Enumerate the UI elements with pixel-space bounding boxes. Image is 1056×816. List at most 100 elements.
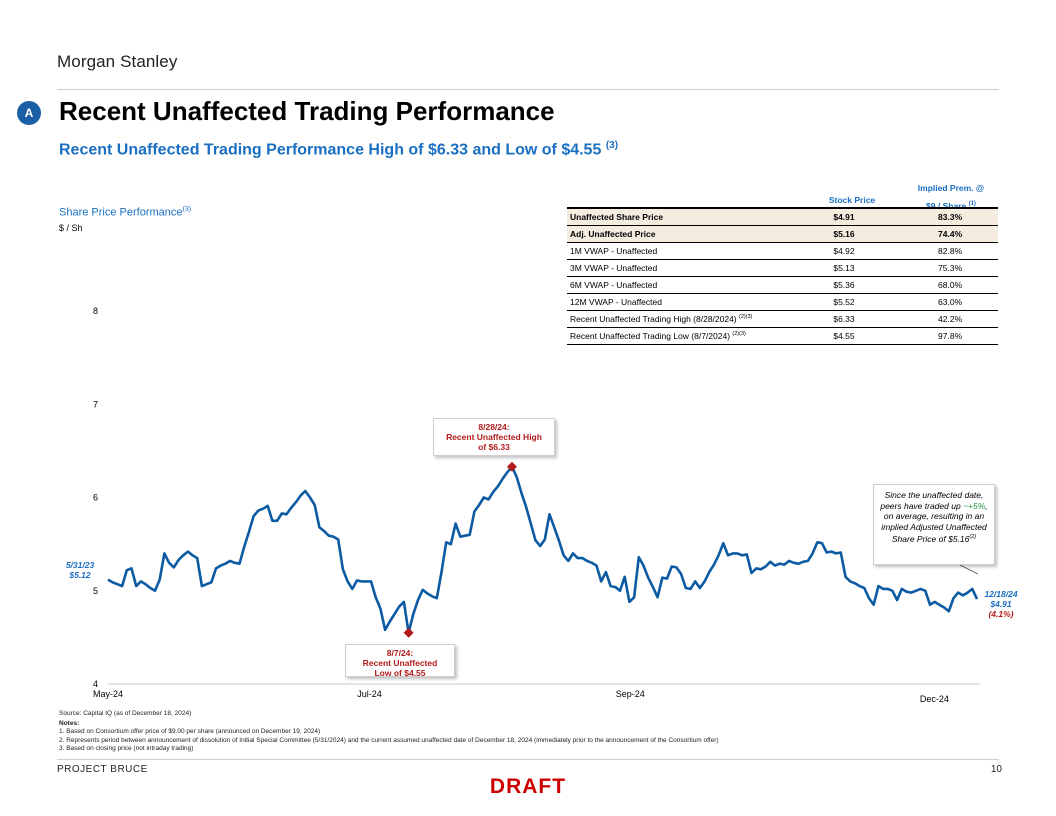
notes-block: Notes: 1. Based on Consortium offer pric… xyxy=(59,720,719,754)
row-premium: 75.3% xyxy=(902,259,998,277)
end-date: 12/18/24 xyxy=(984,589,1018,599)
row-label: Adj. Unaffected Price xyxy=(567,225,827,243)
share-price-line xyxy=(107,465,979,635)
subtitle-text: Recent Unaffected Trading Performance Hi… xyxy=(59,141,602,159)
project-name: PROJECT BRUCE xyxy=(57,764,148,775)
row-price: $6.33 xyxy=(826,310,903,328)
high-callout-date: 8/28/24: xyxy=(478,422,510,432)
y-tick-label: 5 xyxy=(93,586,98,596)
row-label: 1M VWAP - Unaffected xyxy=(567,242,827,260)
col-header-stock-price: Stock Price xyxy=(828,195,876,205)
start-price: $5.12 xyxy=(69,570,91,580)
row-label: Recent Unaffected Trading High (8/28/202… xyxy=(567,310,827,328)
x-axis-ticks: May-24 Jul-24 Sep-24 Dec-24 xyxy=(93,689,949,704)
table-row: 12M VWAP - Unaffected $5.52 63.0% xyxy=(567,293,998,311)
row-price: $5.13 xyxy=(826,259,903,277)
draft-watermark: DRAFT xyxy=(489,775,567,798)
note-2: 2. Represents period between announcemen… xyxy=(59,736,719,744)
row-premium: 63.0% xyxy=(902,293,998,311)
col-header-prem-line1: Implied Prem. @ xyxy=(917,183,985,193)
start-price-label: 5/31/23 $5.12 xyxy=(60,560,100,580)
end-price-change: (4.1%) xyxy=(988,609,1014,619)
row-price: $5.36 xyxy=(826,276,903,294)
y-tick-label: 7 xyxy=(93,399,98,409)
row-premium: 82.8% xyxy=(902,242,998,260)
high-callout-label: Recent Unaffected High xyxy=(446,432,542,442)
x-tick-label: Jul-24 xyxy=(357,689,382,699)
header-divider xyxy=(57,89,999,90)
page-number: 10 xyxy=(990,764,1002,775)
row-footnote-ref: (2)(3) xyxy=(732,331,746,338)
row-label: 12M VWAP - Unaffected xyxy=(567,293,827,311)
footer-divider xyxy=(57,759,999,760)
col-header-prem-share: $9 / Share xyxy=(926,200,967,211)
x-tick-label: Sep-24 xyxy=(616,689,645,699)
source-note: Source: Capital IQ (as of December 18, 2… xyxy=(59,710,192,717)
valuation-table: Unaffected Share Price $4.91 83.3% Adj. Un… xyxy=(567,207,998,345)
low-price-callout: 8/7/24: Recent Unaffected Low of $4.55 xyxy=(345,644,455,678)
low-callout-value: Low of $4.55 xyxy=(374,668,426,678)
col-header-prem-line2: $9 / Share (1) xyxy=(900,196,1002,214)
high-price-callout: 8/28/24: Recent Unaffected High of $6.33 xyxy=(433,418,555,456)
price-extreme-marker xyxy=(403,627,414,638)
page-title: Recent Unaffected Trading Performance xyxy=(59,96,555,126)
row-label: Unaffected Share Price xyxy=(567,207,827,226)
y-axis-units: $ / Sh xyxy=(59,223,83,233)
low-callout-label: Recent Unaffected xyxy=(362,658,438,668)
table-row: Recent Unaffected Trading Low (8/7/2024)… xyxy=(567,327,998,345)
chart-title-text: Share Price Performance xyxy=(59,206,183,219)
x-tick-label: Dec-24 xyxy=(920,694,949,704)
y-axis-ticks: 4 5 6 7 8 xyxy=(93,306,98,689)
peer-performance-note: Since the unaffected date, peers have tr… xyxy=(873,484,995,565)
row-price: $4.91 xyxy=(826,207,903,226)
row-premium: 83.3% xyxy=(902,207,998,226)
table-row: 3M VWAP - Unaffected $5.13 75.3% xyxy=(567,259,998,277)
row-premium: 42.2% xyxy=(902,310,998,328)
col-header-prem-ref: (1) xyxy=(968,201,976,207)
price-extreme-marker xyxy=(506,461,517,472)
row-label: 3M VWAP - Unaffected xyxy=(567,259,827,277)
page-subtitle: Recent Unaffected Trading Performance Hi… xyxy=(59,140,618,159)
note-footnote-ref: (2) xyxy=(969,534,977,540)
chart-title: Share Price Performance(3) xyxy=(59,206,191,219)
subtitle-footnote-ref: (3) xyxy=(605,140,619,151)
row-price: $5.52 xyxy=(826,293,903,311)
end-price: $4.91 xyxy=(990,599,1012,609)
row-price: $4.55 xyxy=(826,327,903,345)
row-label-text: Recent Unaffected Trading High (8/28/202… xyxy=(570,314,737,324)
note-3: 3. Based on closing price (not intraday … xyxy=(59,745,194,753)
row-price: $5.16 xyxy=(826,225,903,243)
y-tick-label: 8 xyxy=(93,306,98,316)
chart-title-ref: (3) xyxy=(182,206,192,213)
notes-header: Notes: xyxy=(59,720,80,727)
table-row: Unaffected Share Price $4.91 83.3% xyxy=(567,207,998,226)
x-tick-label: May-24 xyxy=(93,689,123,699)
note-peer-change: ~+5% xyxy=(963,500,986,511)
row-premium: 68.0% xyxy=(902,276,998,294)
note-text-a: Since the unaffected date, peers have tr… xyxy=(880,490,984,511)
col-header-implied-premium: Implied Prem. @ $9 / Share (1) xyxy=(900,180,1002,214)
morgan-stanley-logo: Morgan Stanley xyxy=(57,52,178,71)
low-callout-date: 8/7/24: xyxy=(386,648,414,658)
high-callout-value: of $6.33 xyxy=(478,442,510,452)
table-row: Adj. Unaffected Price $5.16 74.4% xyxy=(567,225,998,243)
y-tick-label: 6 xyxy=(93,493,98,503)
row-premium: 97.8% xyxy=(902,327,998,345)
row-label: 6M VWAP - Unaffected xyxy=(567,276,827,294)
note-text-b: , on average, resulting in an implied Ad… xyxy=(881,500,988,544)
table-row: Recent Unaffected Trading High (8/28/202… xyxy=(567,310,998,328)
table-row: 6M VWAP - Unaffected $5.36 68.0% xyxy=(567,276,998,294)
start-date: 5/31/23 xyxy=(65,560,95,570)
row-label-text: Recent Unaffected Trading Low (8/7/2024) xyxy=(570,331,731,341)
end-price-label: 12/18/24 $4.91 (4.1%) xyxy=(978,589,1024,619)
y-tick-label: 4 xyxy=(93,679,98,689)
table-row: 1M VWAP - Unaffected $4.92 82.8% xyxy=(567,242,998,260)
row-price: $4.92 xyxy=(826,242,903,260)
marker-group xyxy=(403,461,517,638)
row-premium: 74.4% xyxy=(902,225,998,243)
row-footnote-ref: (2)(3) xyxy=(739,314,753,321)
row-label: Recent Unaffected Trading Low (8/7/2024)… xyxy=(567,327,827,345)
end-callout-leader xyxy=(959,564,979,575)
section-badge: A xyxy=(17,101,41,125)
